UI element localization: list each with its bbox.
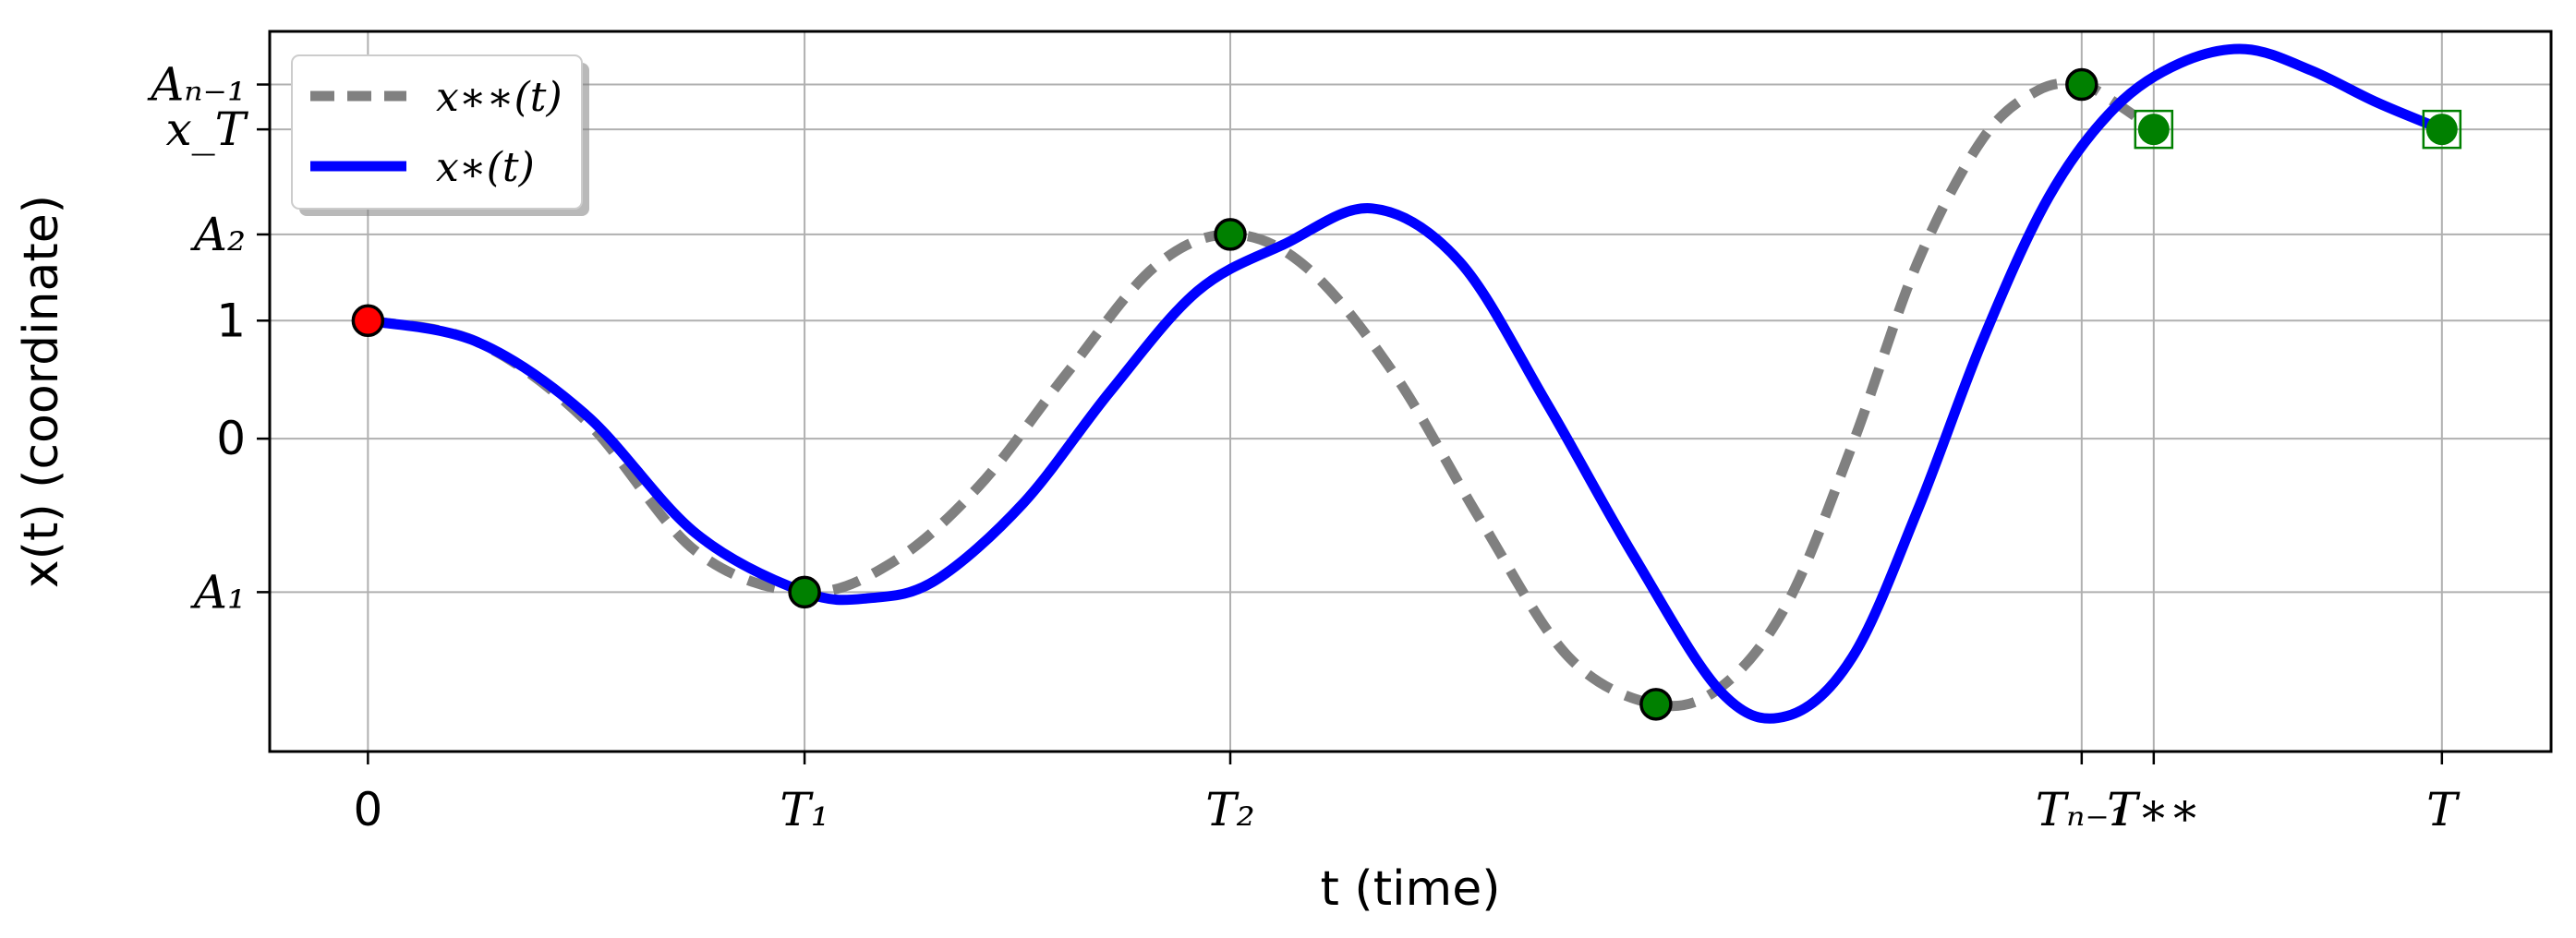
x-tick-label: T∗∗ — [2107, 783, 2200, 836]
y-tick-label: A₁ — [190, 565, 246, 619]
x-tick-label: T₂ — [1205, 783, 1254, 836]
plot-frame — [268, 30, 2553, 753]
y-tick-label: x_T — [165, 102, 248, 156]
x-tick-label: Tₙ₋₁ — [2036, 783, 2128, 836]
data-point-marker — [2137, 114, 2170, 146]
y-axis-title: x(t) (coordinate) — [14, 195, 69, 588]
x-tick-label: 0 — [353, 783, 382, 836]
y-ticks: A₁ 0 1 A₂ x_TAₙ₋₁ — [147, 58, 270, 619]
series-layer — [367, 43, 2444, 724]
legend-label-dashed: x∗∗(t) — [436, 74, 562, 121]
y-tick-label: 0 — [216, 412, 246, 465]
x-ticks: 0 T₁ T₂ Tₙ₋₁T∗∗ T — [353, 752, 2461, 836]
legend: x∗∗(t) x∗(t) — [291, 54, 589, 216]
legend-label-solid: x∗(t) — [436, 144, 535, 191]
marker-box — [2422, 109, 2462, 150]
data-point-marker — [351, 304, 385, 338]
data-point-marker — [788, 575, 821, 609]
marker-box — [2134, 109, 2174, 150]
y-tick-label: Aₙ₋₁ — [147, 58, 246, 112]
x-tick-label: T — [2426, 783, 2461, 836]
data-point-marker — [1639, 688, 1673, 721]
data-point-marker — [2425, 114, 2458, 146]
series-line-dashed — [367, 78, 2157, 712]
x-axis-title: t (time) — [1321, 861, 1501, 917]
data-point-marker — [2065, 67, 2098, 102]
marker-layer — [351, 67, 2462, 721]
y-tick-label: A₂ — [190, 208, 246, 261]
data-point-marker — [1214, 218, 1247, 251]
y-tick-label: 1 — [216, 294, 246, 347]
x-tick-label: T₁ — [780, 783, 828, 836]
grid-lines — [270, 31, 2551, 752]
